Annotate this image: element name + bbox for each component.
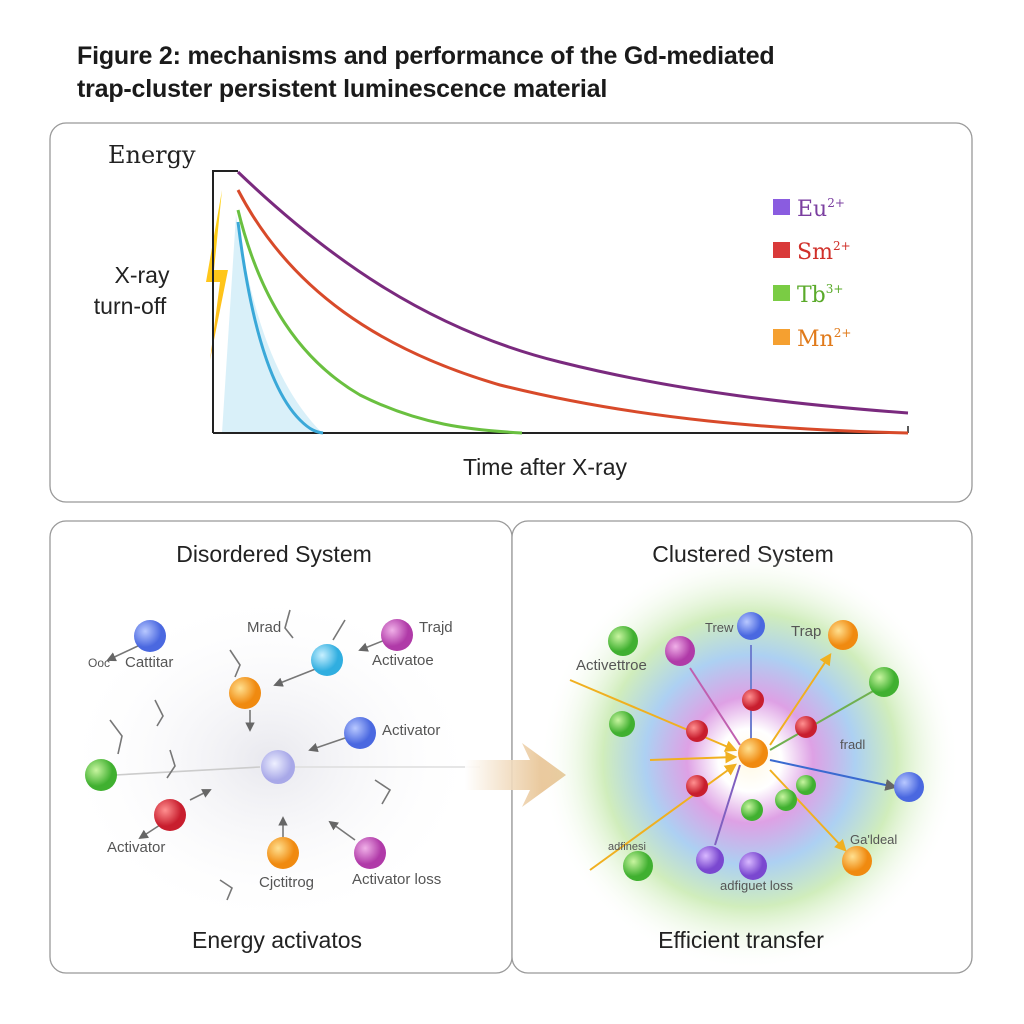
trap-red <box>795 716 817 738</box>
activator-orange <box>828 620 858 650</box>
clustered-labels: Trew Trap Activettroe fradl Ga'ldeal adf… <box>576 620 897 893</box>
activator-green-small <box>775 789 797 811</box>
legend-swatch-mn <box>773 329 790 345</box>
disordered-label: Activatoe <box>372 652 434 669</box>
x-ray-turnoff-label-1: X-ray <box>115 262 170 288</box>
legend-label-sm: Sm2+ <box>797 239 851 265</box>
activator-green-small <box>796 775 816 795</box>
clustered-label: adfiguet loss <box>720 878 793 893</box>
activator-blue-2 <box>894 772 924 802</box>
clustered-label: Trew <box>705 620 734 635</box>
activator-purple <box>696 846 724 874</box>
mn-decay-curve <box>236 221 324 435</box>
clustered-label: Trap <box>791 623 821 640</box>
trap-red <box>742 689 764 711</box>
figure-title: Figure 2: mechanisms and performance of … <box>77 40 775 106</box>
clustered-arrows <box>569 645 898 871</box>
legend: Eu2+ Sm2+ Tb3+ Mn2+ <box>773 196 851 352</box>
clustered-caption: Efficient transfer <box>658 927 824 953</box>
activator-purple-2 <box>739 852 767 880</box>
activator-magenta <box>665 636 695 666</box>
x-ray-turnoff-label-2: turn-off <box>94 293 167 319</box>
disordered-label: Cjctitrog <box>259 874 314 891</box>
activator-blue <box>134 620 166 652</box>
legend-label-eu: Eu2+ <box>797 196 845 222</box>
disordered-arrows <box>106 609 480 901</box>
legend-swatch-sm <box>773 242 790 258</box>
activator-green-2 <box>869 667 899 697</box>
activator-cyan <box>311 644 343 676</box>
activator-magenta <box>381 619 413 651</box>
disordered-label: Activator <box>382 722 440 739</box>
decay-panel <box>49 122 973 503</box>
activator-orange <box>229 677 261 709</box>
gd-center-orange <box>738 738 768 768</box>
y-axis-label: Energy <box>108 141 196 169</box>
disordered-label: Cattitar <box>125 654 173 671</box>
legend-label-mn: Mn2+ <box>797 326 851 352</box>
disordered-title: Disordered System <box>176 541 372 567</box>
activator-blue <box>737 612 765 640</box>
disordered-label: Trajd <box>419 619 453 636</box>
trap-red <box>686 720 708 742</box>
clustered-label: Activettroe <box>576 657 647 674</box>
clustered-label: adfinesi <box>608 841 646 853</box>
legend-swatch-tb <box>773 285 790 301</box>
disordered-label: Ooc <box>88 656 110 670</box>
activator-orange-2 <box>842 846 872 876</box>
clustered-label: fradl <box>840 737 865 752</box>
activator-blue-2 <box>344 717 376 749</box>
clustered-label: Ga'ldeal <box>850 832 897 847</box>
x-axis-label: Time after X-ray <box>463 454 628 480</box>
gd-center-pale <box>261 750 295 784</box>
disordered-label: Activator loss <box>352 871 441 888</box>
activator-red <box>154 799 186 831</box>
disordered-label: Mrad <box>247 619 281 636</box>
activator-green-3 <box>623 851 653 881</box>
eu-decay-curve <box>236 170 909 415</box>
activator-green <box>608 626 638 656</box>
initial-glow <box>222 215 322 433</box>
figure-title-line-1: Figure 2: mechanisms and performance of … <box>77 42 775 70</box>
disordered-labels: Ooc Cattitar Mrad Trajd Activatoe Activa… <box>88 619 453 891</box>
disordered-caption: Energy activatos <box>192 927 362 953</box>
activator-orange-2 <box>267 837 299 869</box>
legend-label-tb: Tb3+ <box>797 282 843 308</box>
figure-title-line-2: trap-cluster persistent luminescence mat… <box>77 75 608 103</box>
tb-decay-curve <box>236 209 523 435</box>
x-ray-bolt-icon <box>206 190 228 360</box>
activator-yellowgreen <box>609 711 635 737</box>
trap-red <box>686 775 708 797</box>
activator-magenta-2 <box>354 837 386 869</box>
sm-decay-curve <box>236 189 909 435</box>
activator-green-small <box>741 799 763 821</box>
legend-swatch-eu <box>773 199 790 215</box>
disordered-label: Activator <box>107 839 165 856</box>
activator-green <box>85 759 117 791</box>
